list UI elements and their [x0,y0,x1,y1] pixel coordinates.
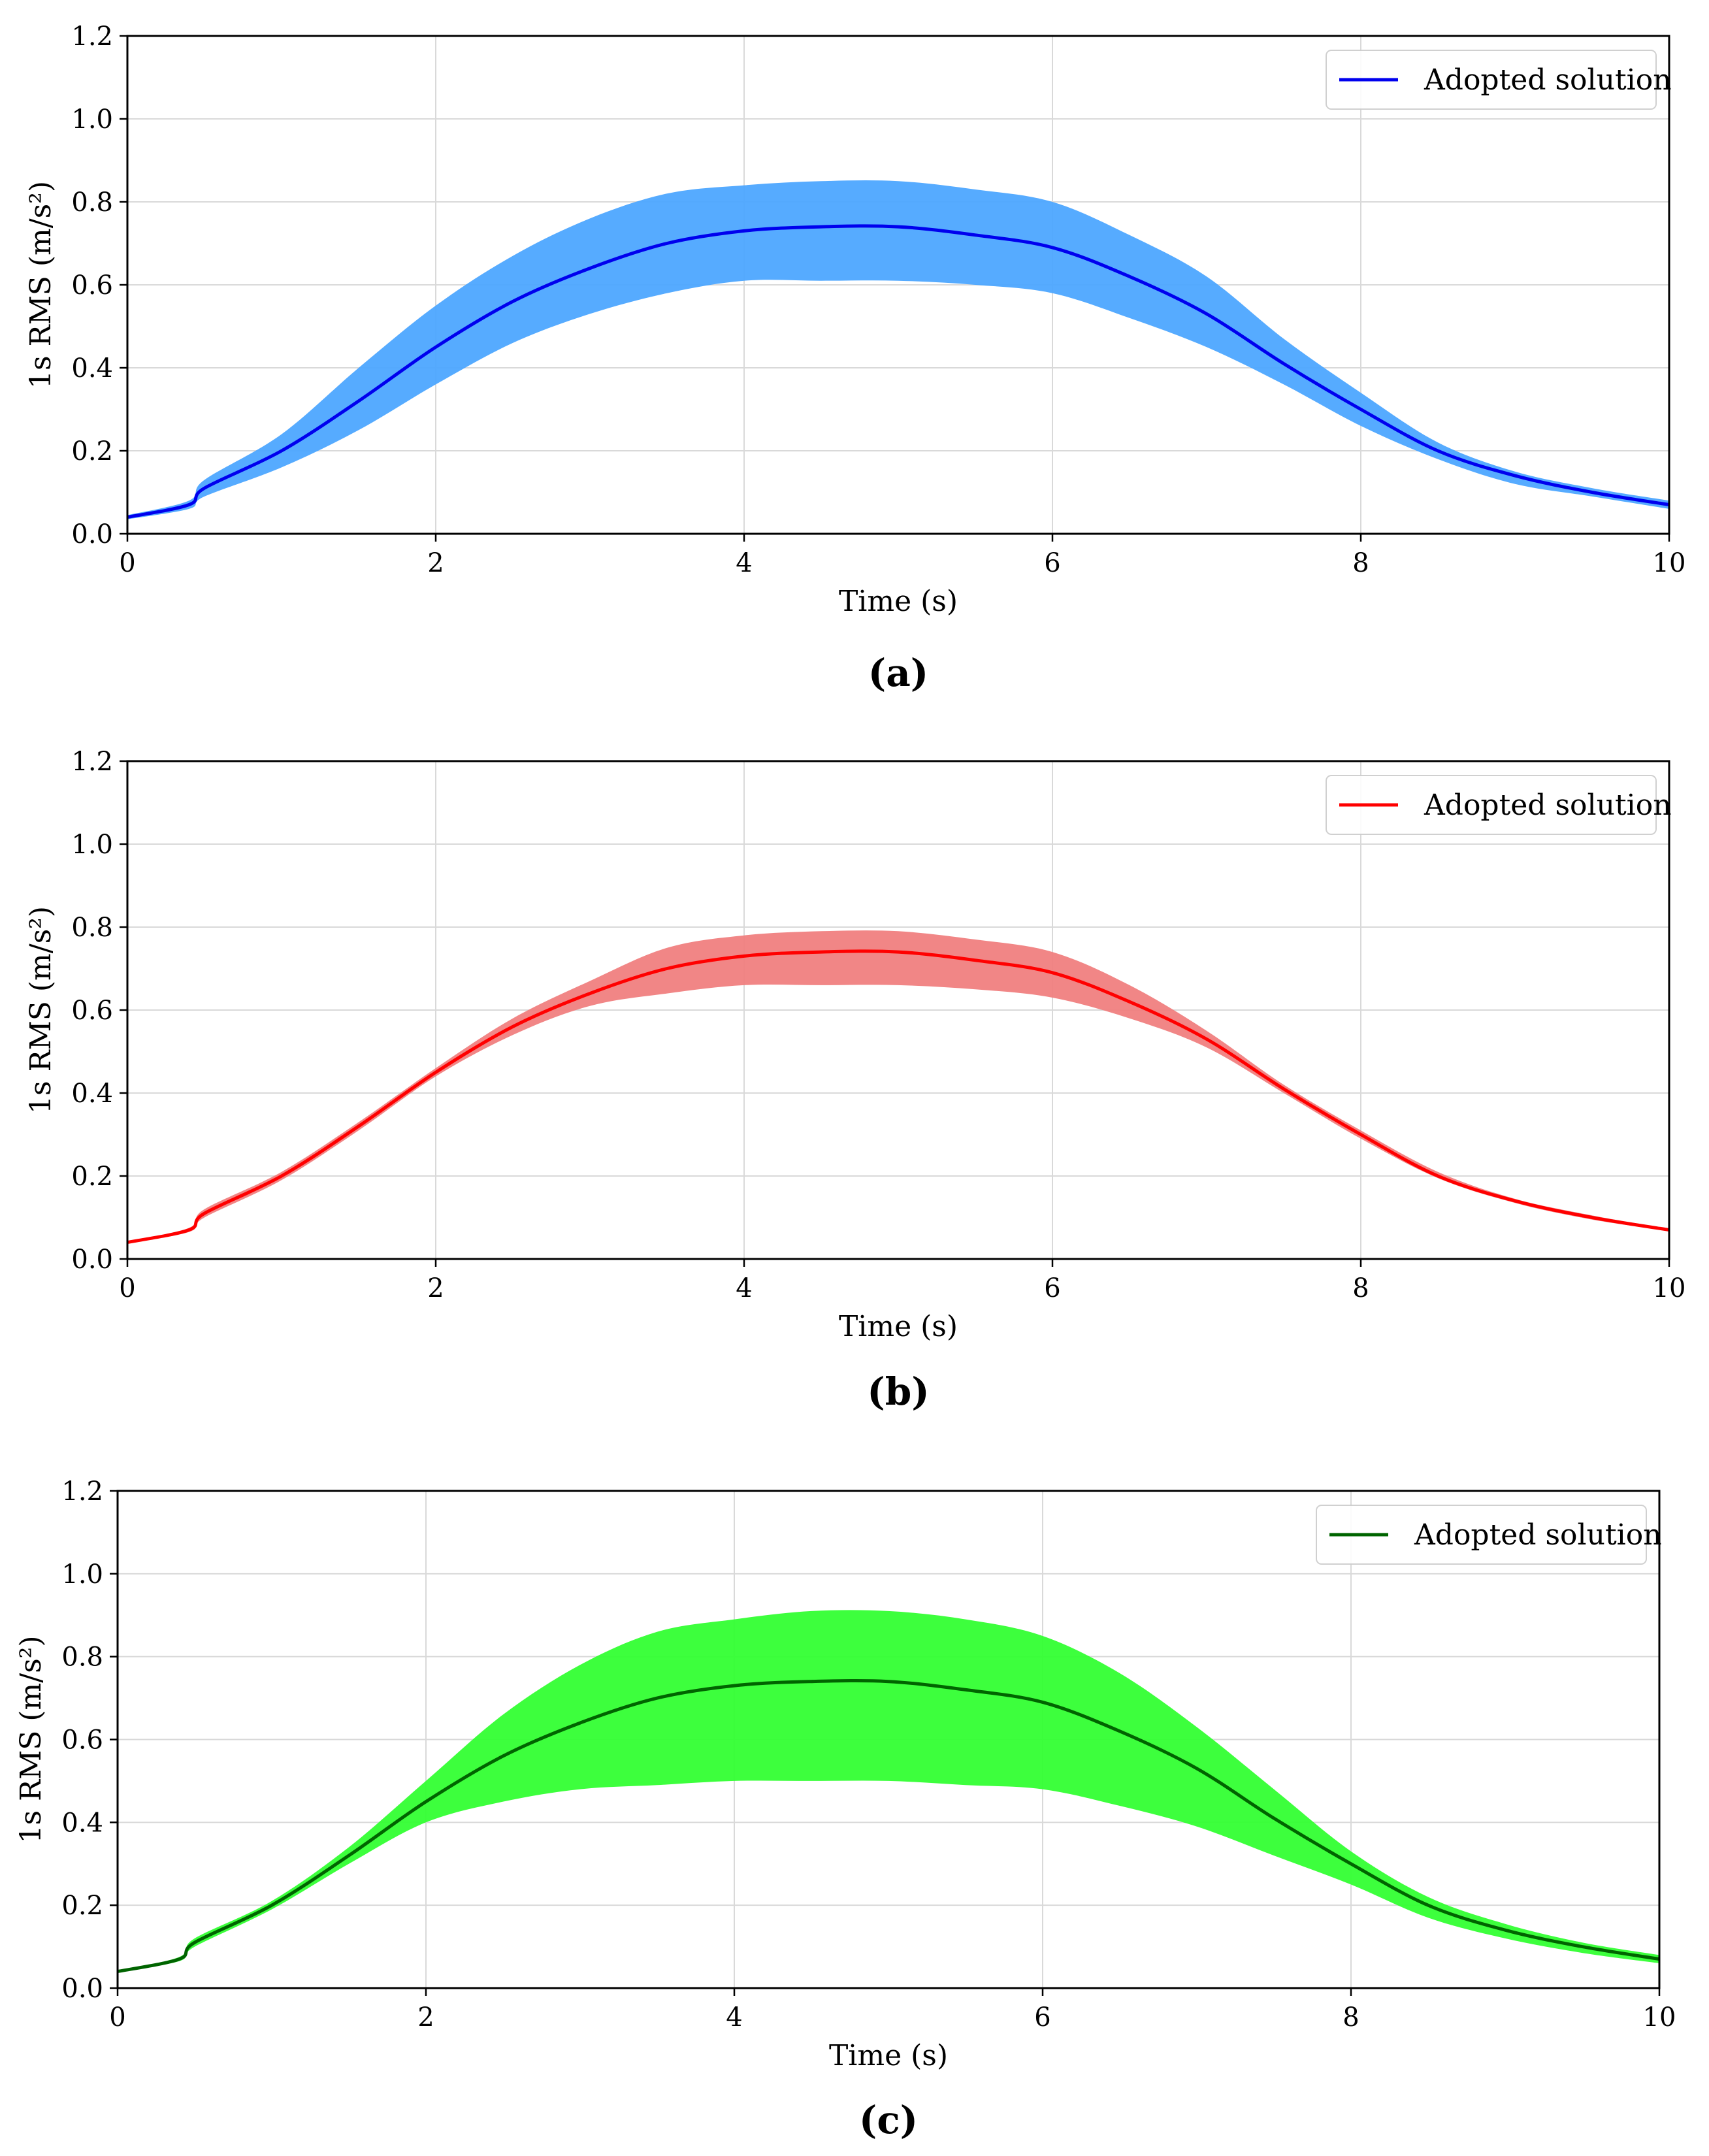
x-tick-label: 10 [1653,1273,1686,1303]
y-tick-label: 0.8 [71,188,113,218]
y-tick-label: 0.6 [71,996,113,1026]
y-tick-label: 0.4 [71,1079,113,1109]
y-axis-title: 1s RMS (m/s²) [24,181,57,389]
y-tick-label: 0.8 [71,913,113,943]
y-tick-label: 1.2 [71,22,113,52]
x-axis-title: Time (s) [839,585,958,618]
x-tick-label: 4 [726,2002,742,2033]
x-tick-label: 2 [427,1273,444,1303]
y-tick-label: 0.2 [71,436,113,466]
y-tick-label: 0.4 [61,1808,103,1838]
y-tick-label: 1.0 [71,830,113,860]
x-tick-label: 4 [736,1273,752,1303]
series-line-adopted-solution [127,224,1670,519]
y-tick-label: 1.2 [71,747,113,777]
series-line-adopted-solution [117,1679,1660,1974]
y-axis-title: 1s RMS (m/s²) [14,1636,48,1844]
x-tick-label: 8 [1352,1273,1369,1303]
y-tick-label: 0.6 [61,1725,103,1756]
y-tick-label: 1.0 [61,1560,103,1590]
x-axis-title: Time (s) [829,2039,948,2072]
chart-panel-3: 0 2 4 6 8 10 0.0 0.2 0.4 0.6 0.8 1.0 1.2 Time (s) 1s R… [14,1477,1676,2142]
x-tick-label: 0 [119,1273,135,1303]
y-tick-label: 0.0 [71,519,113,549]
x-tick-label: 8 [1343,2002,1359,2033]
chart-panel-1: 0 2 4 6 8 10 0.0 0.2 0.4 0.6 0.8 1.0 1.2 Time (s) 1s R… [24,22,1685,695]
x-tick-label: 10 [1643,2002,1676,2033]
panel-label: (c) [859,2098,918,2142]
panel-label: (b) [867,1369,929,1414]
legend-box [1326,50,1657,110]
confidence-band [127,180,1669,519]
legend-box [1316,1505,1647,1565]
y-tick-label: 0.8 [61,1642,103,1673]
x-tick-label: 6 [1044,1273,1060,1303]
x-tick-label: 10 [1653,548,1686,578]
legend-label: Adopted solution [1414,1518,1662,1552]
x-tick-label: 6 [1034,2002,1050,2033]
legend-label: Adopted solution [1424,789,1672,822]
y-tick-label: 0.6 [71,270,113,301]
x-tick-label: 0 [109,2002,125,2033]
x-tick-label: 0 [119,548,135,578]
y-tick-label: 0.2 [71,1162,113,1192]
y-tick-label: 0.2 [61,1891,103,1921]
y-axis-title: 1s RMS (m/s²) [24,906,57,1114]
y-tick-label: 0.0 [61,1974,103,2004]
y-tick-label: 0.0 [71,1245,113,1275]
y-tick-label: 1.0 [71,105,113,135]
panel-label: (a) [868,651,928,695]
legend-box [1326,775,1657,835]
x-tick-label: 4 [736,548,752,578]
x-tick-label: 2 [427,548,444,578]
y-tick-label: 0.4 [71,353,113,384]
series-line-adopted-solution [127,949,1670,1245]
x-axis-title: Time (s) [839,1310,958,1343]
legend-label: Adopted solution [1424,63,1672,97]
chart-panel-2: 0 2 4 6 8 10 0.0 0.2 0.4 0.6 0.8 1.0 1.2 Time (s) 1s R… [24,747,1685,1414]
y-tick-label: 1.2 [61,1477,103,1507]
confidence-band [127,930,1669,1243]
confidence-band [118,1610,1659,1972]
x-tick-label: 2 [417,2002,434,2033]
x-tick-label: 8 [1352,548,1369,578]
x-tick-label: 6 [1044,548,1060,578]
